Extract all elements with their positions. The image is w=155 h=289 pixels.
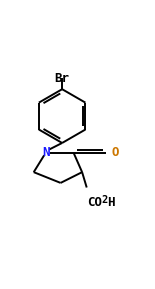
Text: CO: CO xyxy=(87,196,102,209)
Text: H: H xyxy=(107,196,115,209)
Text: Br: Br xyxy=(55,72,70,85)
Text: 2: 2 xyxy=(101,195,108,205)
Text: O: O xyxy=(111,147,119,160)
Text: N: N xyxy=(42,147,50,160)
